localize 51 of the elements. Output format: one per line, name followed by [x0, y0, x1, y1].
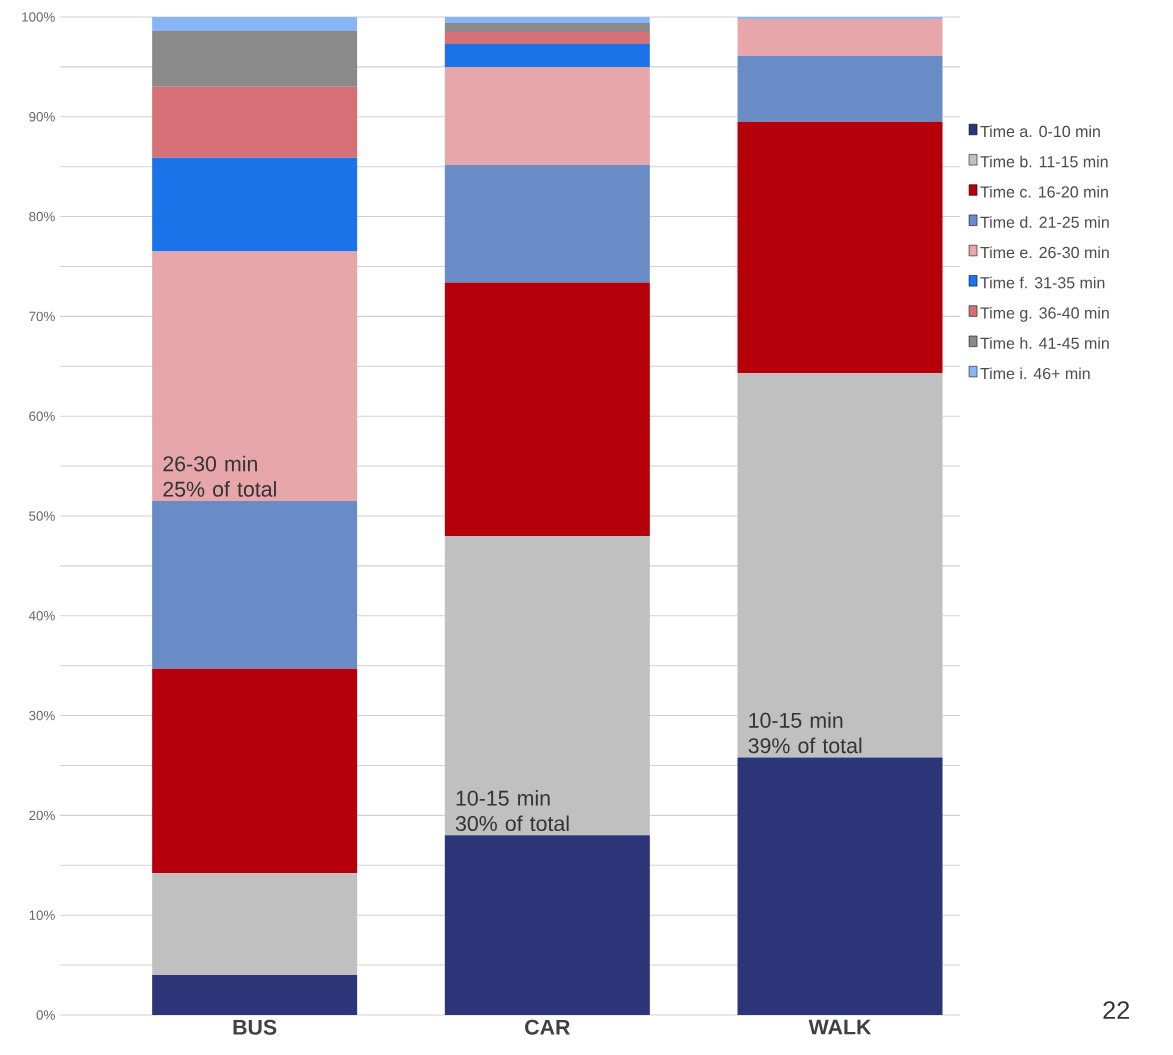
y-tick-label: 100% [22, 12, 55, 22]
legend-label: Time d. 21-25 min [980, 216, 1109, 228]
legend-label: Time i. 46+ min [980, 367, 1090, 380]
bar [444, 282, 650, 536]
legend-label: Time c. 16-20 min [980, 185, 1108, 198]
bar [152, 975, 358, 1015]
bar [152, 668, 358, 874]
bar [737, 373, 943, 758]
bar [444, 164, 650, 283]
x-tick-label: WALK [808, 1019, 872, 1035]
bar [152, 251, 358, 502]
y-tick-label: 60% [29, 411, 55, 421]
y-tick-label: 70% [29, 311, 55, 322]
bar [444, 66, 650, 165]
legend-label: Time b. 11-15 min [980, 155, 1108, 168]
y-tick-label: 20% [29, 810, 55, 821]
bar [737, 121, 943, 374]
x-tick-label: BUS [233, 1019, 277, 1035]
bar [737, 16, 943, 19]
y-tick-label: 0% [36, 1010, 55, 1020]
bar [152, 30, 358, 87]
text: 22 [1103, 1001, 1130, 1019]
bar [444, 22, 650, 32]
bar [152, 873, 358, 976]
legend-label: Time g. 36-40 min [980, 306, 1109, 322]
bar [444, 535, 650, 836]
bar [444, 835, 650, 1015]
y-tick-label: 30% [29, 710, 55, 721]
bar [152, 157, 358, 252]
bar [444, 43, 650, 67]
y-tick-label: 50% [29, 511, 55, 521]
legend-label: Time e. 26-30 min [980, 246, 1109, 259]
x-tick-label: CAR [525, 1019, 570, 1035]
bar [444, 16, 650, 23]
bar [152, 16, 358, 31]
bar [152, 501, 358, 669]
bar [737, 757, 943, 1015]
annotation: 10-15 min 30% of total [455, 790, 569, 832]
y-tick-label: 80% [29, 211, 55, 222]
legend-label: Time f. 31-35 min [980, 276, 1105, 289]
y-tick-label: 90% [29, 112, 55, 122]
legend-label: Time a. 0-10 min [980, 125, 1100, 138]
y-tick-label: 10% [29, 910, 55, 920]
bar [737, 55, 943, 122]
legend-label: Time h. 41-45 min [980, 337, 1109, 349]
bar [444, 31, 650, 44]
annotation: 26-30 min 25% of total [163, 455, 276, 497]
bar [737, 18, 943, 56]
y-tick-label: 40% [28, 611, 55, 621]
bar [152, 86, 358, 158]
annotation: 10-15 min 39% of total [748, 712, 862, 754]
